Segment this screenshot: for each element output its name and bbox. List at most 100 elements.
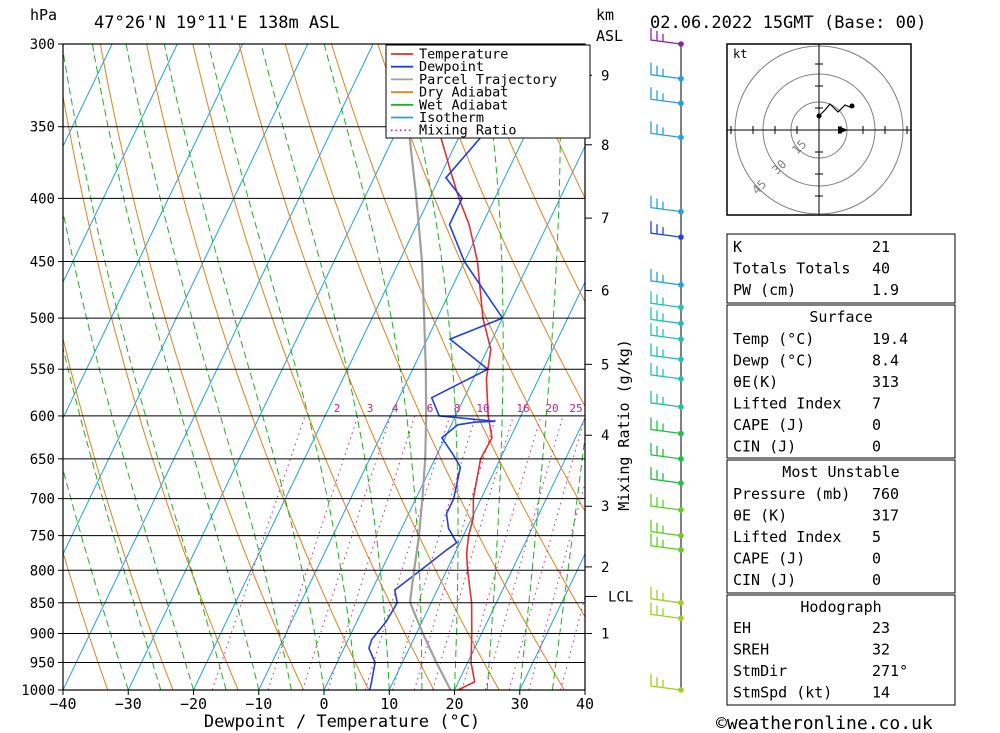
stat-label: Totals Totals: [733, 260, 850, 278]
stat-label: CAPE (J): [733, 550, 805, 568]
wind-level-dot: [678, 404, 684, 410]
stat-label: θE (K): [733, 507, 787, 525]
pressure-tick-label: 700: [30, 492, 55, 508]
stat-value: 760: [872, 485, 899, 503]
stat-section-title: Most Unstable: [782, 463, 899, 481]
wind-profile: [650, 28, 684, 693]
stat-value: 14: [872, 684, 890, 702]
wind-barb: [650, 602, 682, 619]
legend-label: Dewpoint: [419, 59, 484, 75]
isotherm-line: [193, 44, 505, 690]
storm-motion-marker: [838, 126, 848, 134]
mixing-ratio-line: [432, 415, 514, 690]
legend-label: Temperature: [419, 47, 508, 63]
wind-barb: [650, 467, 682, 484]
mixing-ratio-line: [392, 415, 477, 690]
dry-adiabat-line: [192, 44, 435, 690]
stat-label: CIN (J): [733, 571, 796, 589]
height-axis: 9 8 7 6 5 4 3 2 1 LCL: [585, 68, 633, 642]
wind-level-dot: [678, 282, 684, 288]
height-tick-label: 6: [601, 284, 609, 300]
legend-label: Mixing Ratio: [419, 123, 517, 139]
hodograph-trace: [818, 103, 853, 117]
dry-adiabat-line: [979, 44, 1000, 690]
stat-label: SREH: [733, 641, 769, 659]
km-unit-label: km: [596, 6, 614, 24]
wind-barb: [650, 87, 682, 104]
wind-barb: [650, 494, 682, 511]
mixing-ratio-line: [364, 415, 451, 690]
mixing-ratio-label: 16: [516, 402, 529, 415]
pressure-tick-label: 750: [30, 529, 55, 545]
dry-adiabat-line: [238, 44, 500, 690]
temperature-tick-label: 30: [511, 695, 529, 713]
stats-box-most-unstable: [726, 459, 956, 594]
wind-barb: [650, 343, 682, 361]
temperature-axis: −40 −30 −20 −10 0 10 20 30 40: [49, 690, 594, 713]
stat-value: 21: [872, 238, 890, 256]
pressure-tick-label: 300: [30, 37, 55, 53]
legend-label: Parcel Trajectory: [419, 72, 557, 88]
stat-label: StmSpd (kt): [733, 684, 832, 702]
isotherm-line: [63, 44, 374, 690]
wind-barb: [650, 62, 682, 80]
mixing-ratio-line: [302, 415, 392, 690]
height-tick-label: 8: [601, 138, 609, 154]
mixing-ratio-label: 3: [367, 402, 374, 415]
pressure-tick-label: 400: [30, 191, 55, 207]
wet-adiabat-line: [63, 467, 129, 690]
wind-barb: [650, 291, 682, 308]
stats-box-surface: [726, 304, 956, 459]
stat-value: 0: [872, 438, 881, 456]
datetime-label: 02.06.2022 15GMT (Base: 00): [650, 13, 926, 33]
stat-label: EH: [733, 619, 751, 637]
mixing-ratio-label: 6: [427, 402, 434, 415]
mixing-ratio-line: [508, 415, 585, 690]
wet-adiabat-line: [63, 345, 162, 690]
height-tick-label: 5: [601, 357, 609, 373]
dry-adiabat-line: [63, 93, 239, 690]
wet-adiabat-lines: [63, 44, 585, 690]
stat-value: 19.4: [872, 330, 908, 348]
stat-label: K: [733, 238, 742, 256]
wind-barb: [650, 390, 682, 408]
stat-value: 0: [872, 571, 881, 589]
stat-value: 8.4: [872, 352, 899, 370]
pressure-tick-label: 850: [30, 596, 55, 612]
wind-barb: [650, 307, 682, 325]
mixing-ratio-lines: [211, 415, 585, 690]
stat-label: Temp (°C): [733, 330, 814, 348]
stat-section-title: Hodograph: [800, 598, 881, 616]
stat-section-title: Surface: [809, 308, 872, 326]
wind-barb: [650, 674, 682, 691]
mixing-ratio-label: 25: [569, 402, 582, 415]
temperature-tick-label: −30: [115, 695, 142, 713]
stat-value: 317: [872, 507, 899, 525]
lcl-label: LCL: [608, 589, 633, 605]
stats-box-hodograph: [726, 594, 956, 706]
stat-value: 0: [872, 550, 881, 568]
temperature-tick-label: 40: [576, 695, 594, 713]
temperature-tick-label: −40: [49, 695, 76, 713]
isotherm-line: [63, 44, 244, 420]
height-tick-label: 2: [601, 560, 609, 576]
wind-level-dot: [678, 336, 684, 342]
wind-barb: [650, 586, 682, 604]
pressure-tick-label: 450: [30, 255, 55, 271]
isotherm-line: [127, 44, 439, 690]
hodograph-end-dot: [849, 103, 855, 109]
plot-frame: [62, 43, 586, 691]
stat-label: Pressure (mb): [733, 485, 850, 503]
stat-value: 313: [872, 373, 899, 391]
stat-value: 0: [872, 416, 881, 434]
pressure-tick-label: 550: [30, 362, 55, 378]
dewpoint-line: [368, 44, 504, 690]
wet-adiabat-line: [63, 209, 194, 690]
height-tick-label: 3: [601, 499, 609, 515]
legend-label: Dry Adiabat: [419, 85, 508, 101]
mixing-ratio-line: [327, 415, 416, 690]
stat-value: 271°: [872, 662, 908, 680]
pressure-tick-label: 350: [30, 120, 55, 136]
isobar-lines: [63, 43, 585, 691]
